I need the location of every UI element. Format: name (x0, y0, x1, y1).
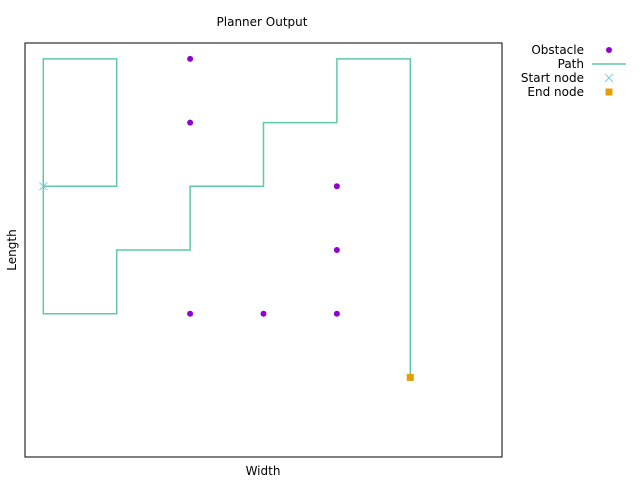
obstacle-point-2 (333, 183, 340, 190)
legend-swatch-obstacle (606, 47, 612, 53)
obstacle-point-6 (333, 310, 340, 317)
obstacle-point-5 (260, 310, 267, 317)
legend-swatch-end-node (605, 88, 613, 96)
x-axis-label: Width (246, 464, 281, 478)
end-node-point-0 (406, 373, 414, 381)
plot-frame (24, 42, 503, 458)
obstacle-point-0 (187, 55, 194, 62)
legend-label-start-node: Start node (521, 71, 584, 85)
obstacle-point-1 (187, 119, 194, 126)
obstacle-point-3 (333, 247, 340, 253)
chart-title: Planner Output (217, 15, 308, 29)
legend-label-obstacle: Obstacle (531, 43, 584, 57)
legend-label-path: Path (558, 57, 584, 71)
start-node-point-0 (38, 181, 48, 191)
path-line (42, 58, 412, 378)
obstacle-point-4 (187, 310, 194, 317)
plot-layer (38, 55, 414, 381)
y-axis-label: Length (5, 229, 19, 270)
legend-label-end-node: End node (527, 85, 584, 99)
legend-swatch-start-node (604, 73, 614, 83)
